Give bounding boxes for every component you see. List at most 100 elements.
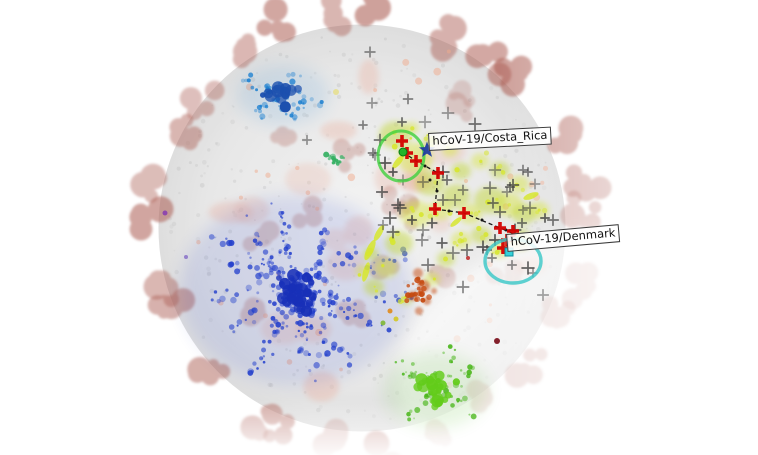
scatter-dot (254, 265, 260, 271)
stipple-dot (324, 162, 328, 166)
stipple-dot (231, 104, 234, 107)
stipple-dot (207, 148, 211, 152)
scatter-dot (307, 352, 311, 357)
red-plus-marker (494, 222, 506, 234)
scatter-dot (305, 322, 309, 326)
scatter-dot (535, 210, 540, 215)
scatter-dot (317, 289, 322, 294)
stipple-dot (400, 69, 403, 72)
stipple-dot (264, 58, 269, 62)
stipple-dot (169, 229, 174, 234)
stipple-dot (366, 212, 370, 217)
scatter-dot (256, 367, 259, 370)
gray-plus-marker (493, 205, 507, 219)
scatter-dot (459, 369, 463, 372)
stipple-dot (278, 52, 283, 57)
red-plus-marker (432, 167, 444, 179)
scatter-dot (280, 230, 284, 234)
gray-plus-marker (377, 219, 389, 231)
scatter-dot (324, 229, 330, 236)
gray-plus-marker (456, 280, 470, 294)
scatter-dot (316, 272, 319, 275)
stipple-dot (169, 224, 174, 229)
scatter-dot (278, 210, 284, 216)
scatter-dot (319, 238, 326, 245)
scatter-dot (400, 359, 405, 363)
spike-blob (276, 129, 294, 147)
scatter-dot (327, 157, 331, 161)
gray-plus-marker (457, 184, 469, 196)
scatter-dot (453, 348, 457, 352)
surface-spike (445, 92, 473, 123)
scatter-dot (333, 294, 339, 300)
spike-blob (184, 92, 202, 109)
gray-plus-marker (446, 246, 460, 260)
path-dot (447, 209, 451, 213)
scatter-dot (456, 244, 459, 247)
scatter-core-dot (431, 395, 444, 408)
scatter-dot (312, 308, 317, 312)
scatter-dot (470, 413, 477, 420)
scatter-dot (338, 160, 342, 164)
scatter-dot (449, 374, 453, 378)
scatter-dot (369, 267, 372, 270)
red-plus-marker (396, 135, 408, 147)
stipple-dot (336, 74, 341, 78)
stipple-dot (405, 327, 410, 332)
stipple-dot (423, 269, 427, 272)
scatter-dot (406, 411, 411, 417)
scatter-dot (280, 326, 285, 330)
scatter-dot (291, 102, 296, 107)
scatter-core-dot (276, 275, 282, 281)
scatter-dot (269, 267, 274, 273)
scatter-dot (282, 221, 287, 226)
scatter-dot (255, 88, 259, 92)
scatter-dot (418, 212, 424, 218)
scatter-dot (219, 295, 226, 303)
scatter-dot (333, 301, 338, 306)
stipple-dot (374, 100, 379, 105)
scatter-dot (236, 319, 243, 325)
stipple-dot (403, 90, 409, 96)
stipple-dot (427, 235, 432, 240)
stipple-dot (387, 157, 391, 161)
spike-blob (429, 29, 447, 46)
scatter-dot (426, 294, 432, 300)
gray-plus-marker (383, 211, 397, 225)
scatter-dot (345, 296, 352, 302)
stipple-dot (215, 142, 221, 147)
scatter-dot (463, 372, 467, 376)
scatter-dot (411, 282, 415, 286)
stipple-dot (350, 82, 353, 85)
scatter-dot (449, 359, 453, 364)
gray-plus-marker (488, 163, 502, 177)
scatter-dot (245, 284, 252, 291)
scatter-dot (309, 267, 314, 272)
spike-blob (365, 0, 386, 16)
scatter-dot (256, 291, 260, 295)
scatter-dot (339, 260, 346, 267)
scatter-dot (337, 284, 340, 287)
scatter-dot (278, 249, 283, 254)
gray-plus-marker (517, 218, 527, 228)
scatter-dot (234, 260, 240, 266)
spike-blob (215, 363, 231, 379)
stipple-dot (427, 109, 430, 112)
scatter-dot (303, 330, 307, 334)
cluster-streak (373, 225, 385, 241)
scatter-dot (275, 307, 281, 312)
scatter-dot (419, 279, 425, 284)
stipple-dot (239, 169, 243, 173)
scatter-dot (210, 298, 214, 302)
cluster-chartreuse-central (356, 121, 549, 306)
scatter-dot (297, 329, 301, 333)
scatter-dot (228, 324, 235, 330)
scatter-dot (230, 296, 237, 304)
vesicle-dot (238, 195, 243, 200)
spike-blob (320, 0, 342, 11)
scatter-dot (324, 353, 328, 357)
stray-genome-dot (162, 210, 168, 216)
scatter-dot (320, 241, 327, 248)
cluster-blob (431, 288, 437, 294)
scatter-dot (367, 247, 374, 254)
